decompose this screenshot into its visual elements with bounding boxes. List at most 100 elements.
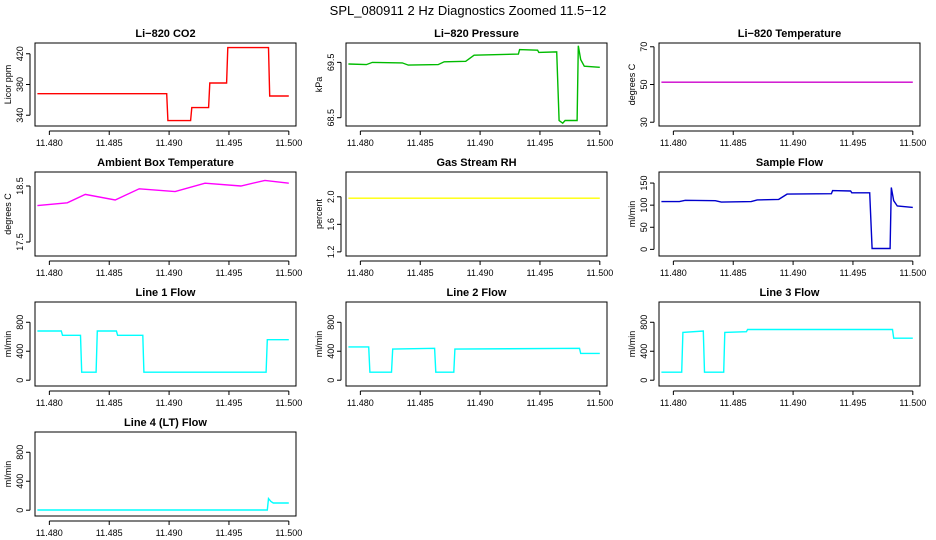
series-line bbox=[37, 330, 289, 373]
x-tick-label: 11.500 bbox=[586, 398, 613, 408]
x-tick-label: 11.485 bbox=[720, 268, 747, 278]
y-tick-label: 150 bbox=[639, 176, 649, 191]
y-tick-label: 800 bbox=[15, 315, 25, 330]
x-tick-label: 11.495 bbox=[527, 268, 554, 278]
y-tick-label: 0 bbox=[15, 378, 25, 383]
y-tick-label: 17.5 bbox=[15, 233, 25, 251]
y-tick-label: 400 bbox=[15, 474, 25, 489]
y-tick-label: 69.5 bbox=[326, 54, 336, 72]
chart-panel-7: Line 1 Flow 11.480 11.485 11.490 11.495 11.50… bbox=[3, 287, 302, 408]
x-tick-label: 11.480 bbox=[660, 398, 687, 408]
x-tick-label: 11.500 bbox=[275, 138, 302, 148]
y-tick-label: 380 bbox=[15, 77, 25, 92]
y-axis-label: ml/min bbox=[3, 331, 13, 358]
x-tick-label: 11.490 bbox=[156, 398, 183, 408]
x-tick-label: 11.480 bbox=[36, 268, 63, 278]
x-tick-label: 11.495 bbox=[216, 398, 243, 408]
x-tick-label: 11.490 bbox=[156, 138, 183, 148]
plot-frame bbox=[345, 42, 608, 127]
x-tick-label: 11.485 bbox=[96, 268, 123, 278]
y-tick-label: 420 bbox=[15, 46, 25, 61]
x-tick-label: 11.485 bbox=[407, 268, 434, 278]
x-tick-label: 11.490 bbox=[467, 398, 494, 408]
x-tick-label: 11.485 bbox=[407, 138, 434, 148]
x-tick-label: 11.500 bbox=[586, 138, 613, 148]
y-tick-label: 50 bbox=[639, 79, 649, 89]
y-axis-label: degrees C bbox=[3, 193, 13, 235]
chart-panel-10: Line 4 (LT) Flow 11.480 11.485 11.490 11.495… bbox=[3, 417, 302, 538]
y-tick-label: 68.5 bbox=[326, 109, 336, 127]
chart-panel-2: Li−820 Pressure 11.480 11.485 11.490 11.495 1… bbox=[314, 28, 613, 148]
x-tick-label: 11.480 bbox=[660, 138, 687, 148]
panel-title: Li−820 CO2 bbox=[135, 28, 195, 40]
y-tick-label: 50 bbox=[639, 222, 649, 232]
x-tick-label: 11.480 bbox=[36, 138, 63, 148]
x-tick-label: 11.500 bbox=[275, 268, 302, 278]
x-tick-label: 11.500 bbox=[275, 398, 302, 408]
series-line bbox=[37, 179, 289, 207]
x-tick-label: 11.485 bbox=[720, 138, 747, 148]
x-tick-label: 11.490 bbox=[780, 398, 807, 408]
y-axis-label: ml/min bbox=[627, 331, 637, 358]
panel-title: Sample Flow bbox=[756, 157, 824, 169]
x-tick-label: 11.495 bbox=[840, 138, 867, 148]
x-tick-label: 11.495 bbox=[840, 268, 867, 278]
y-tick-label: 0 bbox=[15, 508, 25, 513]
y-axis-label: kPa bbox=[314, 77, 324, 93]
plot-frame bbox=[658, 42, 921, 127]
chart-panel-8: Line 2 Flow 11.480 11.485 11.490 11.495 11.50… bbox=[314, 287, 613, 408]
x-tick-label: 11.500 bbox=[899, 268, 926, 278]
y-axis-label: ml/min bbox=[314, 331, 324, 358]
x-tick-label: 11.495 bbox=[216, 268, 243, 278]
series-line bbox=[661, 187, 913, 250]
y-tick-label: 30 bbox=[639, 117, 649, 127]
panel-title: Li−820 Temperature bbox=[738, 28, 841, 40]
y-axis-label: ml/min bbox=[627, 201, 637, 228]
x-tick-label: 11.495 bbox=[840, 398, 867, 408]
x-tick-label: 11.490 bbox=[467, 268, 494, 278]
plot-frame bbox=[34, 171, 297, 257]
y-tick-label: 1.2 bbox=[326, 246, 336, 259]
panel-title: Line 1 Flow bbox=[136, 287, 196, 299]
x-tick-label: 11.480 bbox=[36, 528, 63, 538]
y-tick-label: 2.0 bbox=[326, 191, 336, 204]
panel-title: Line 4 (LT) Flow bbox=[124, 417, 207, 429]
chart-panel-3: Li−820 Temperature 11.480 11.485 11.490 11.4… bbox=[627, 28, 926, 148]
y-tick-label: 0 bbox=[639, 378, 649, 383]
x-tick-label: 11.480 bbox=[347, 398, 374, 408]
panel-title: Gas Stream RH bbox=[436, 157, 516, 169]
series-line bbox=[37, 496, 289, 511]
x-tick-label: 11.500 bbox=[899, 398, 926, 408]
y-tick-label: 100 bbox=[639, 198, 649, 213]
series-line bbox=[348, 346, 600, 373]
y-tick-label: 0 bbox=[639, 247, 649, 252]
x-tick-label: 11.490 bbox=[780, 138, 807, 148]
chart-panel-4: Ambient Box Temperature 11.480 11.485 11.49… bbox=[3, 157, 302, 278]
x-tick-label: 11.485 bbox=[96, 528, 123, 538]
x-tick-label: 11.485 bbox=[407, 398, 434, 408]
plot-frame bbox=[658, 301, 921, 387]
plot-frame bbox=[34, 301, 297, 387]
chart-panel-1: Li−820 CO2 11.480 11.485 11.490 11.495 11.500… bbox=[3, 28, 302, 148]
y-tick-label: 400 bbox=[15, 344, 25, 359]
chart-panel-6: Sample Flow 11.480 11.485 11.490 11.495 11.50… bbox=[627, 157, 926, 278]
chart-panel-5: Gas Stream RH 11.480 11.485 11.490 11.495 11.… bbox=[314, 157, 613, 278]
x-tick-label: 11.495 bbox=[527, 398, 554, 408]
x-tick-label: 11.485 bbox=[720, 398, 747, 408]
series-line bbox=[661, 328, 913, 373]
y-tick-label: 1.6 bbox=[326, 218, 336, 231]
plot-frame bbox=[658, 171, 921, 257]
panel-title: Ambient Box Temperature bbox=[97, 157, 234, 169]
x-tick-label: 11.490 bbox=[780, 268, 807, 278]
x-tick-label: 11.480 bbox=[347, 268, 374, 278]
panel-title: Line 2 Flow bbox=[447, 287, 507, 299]
x-tick-label: 11.500 bbox=[275, 528, 302, 538]
x-tick-label: 11.500 bbox=[899, 138, 926, 148]
x-tick-label: 11.480 bbox=[36, 398, 63, 408]
panel-title: Li−820 Pressure bbox=[434, 28, 519, 40]
plot-frame bbox=[345, 301, 608, 387]
x-tick-label: 11.495 bbox=[216, 528, 243, 538]
y-tick-label: 400 bbox=[639, 344, 649, 359]
x-tick-label: 11.485 bbox=[96, 398, 123, 408]
